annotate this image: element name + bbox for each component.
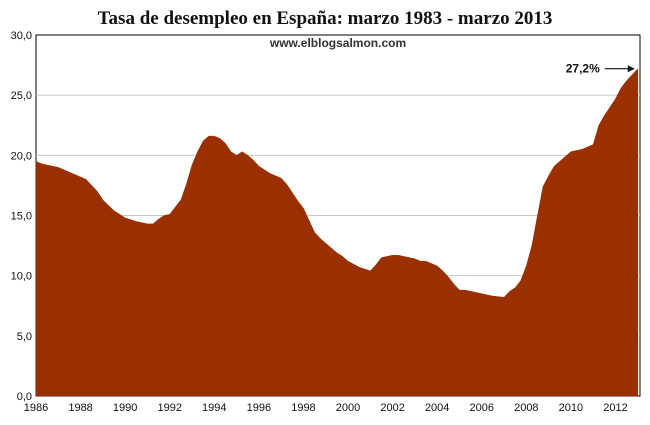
x-tick-label: 2006 — [470, 402, 494, 414]
annotation-arrow-head — [627, 65, 635, 73]
y-tick-label: 15,0 — [11, 211, 32, 223]
y-axis-tick-labels: 0,0 5,0 10,0 15,0 20,0 25,0 30,0 — [11, 30, 32, 403]
x-tick-label: 1986 — [24, 402, 48, 414]
x-tick-label: 2012 — [603, 402, 627, 414]
y-tick-label: 30,0 — [11, 30, 32, 42]
chart-title: Tasa de desempleo en España: marzo 1983 … — [98, 8, 553, 29]
annotation-arrow — [604, 65, 635, 73]
x-tick-label: 1988 — [68, 402, 92, 414]
source-label: www.elblogsalmon.com — [269, 36, 406, 50]
x-tick-label: 2008 — [514, 402, 538, 414]
x-axis-tick-labels: 1986 1988 1990 1992 1994 1996 1998 2000 2002 2004… — [24, 402, 628, 414]
y-tick-label: 0,0 — [17, 391, 32, 403]
last-value-annotation: 27,2% — [566, 62, 600, 76]
unemployment-area — [35, 68, 639, 397]
x-tick-label: 1990 — [113, 402, 137, 414]
x-tick-label: 2010 — [559, 402, 583, 414]
y-tick-label: 10,0 — [11, 271, 32, 283]
x-tick-label: 1998 — [291, 402, 315, 414]
x-tick-label: 1996 — [247, 402, 271, 414]
x-tick-label: 1994 — [202, 402, 226, 414]
x-tick-label: 2004 — [425, 402, 449, 414]
y-tick-label: 20,0 — [11, 150, 32, 162]
x-tick-label: 2002 — [380, 402, 404, 414]
y-tick-label: 25,0 — [11, 90, 32, 102]
x-tick-label: 2000 — [336, 402, 360, 414]
x-tick-label: 1992 — [157, 402, 181, 414]
y-tick-label: 5,0 — [17, 331, 32, 343]
